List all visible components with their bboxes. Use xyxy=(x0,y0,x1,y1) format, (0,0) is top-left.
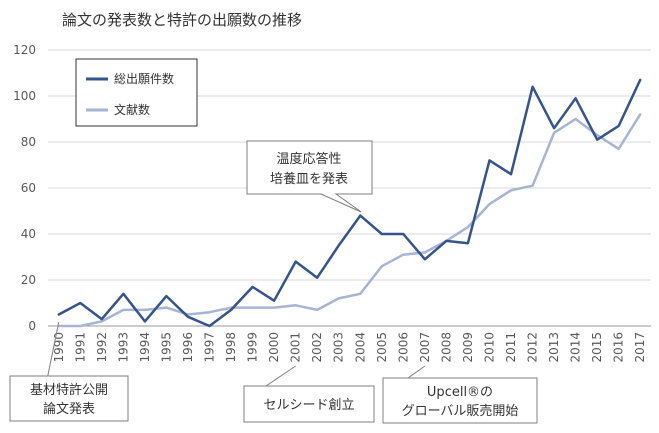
x-tick-label: 1995 xyxy=(159,332,173,363)
x-tick-label: 1996 xyxy=(181,332,195,363)
annotation-text-1990-line-1: 基材特許公開 xyxy=(30,383,108,398)
callout-text-line-2: 培養皿を発表 xyxy=(270,171,348,187)
x-tick-label: 2002 xyxy=(310,332,324,363)
x-tick-label: 2000 xyxy=(267,332,281,363)
y-axis: 0 20 40 60 80 100 120 xyxy=(13,43,36,333)
x-axis: 1990 1991 1992 1993 1994 1995 1996 1997 1998 1999… xyxy=(52,332,647,363)
x-tick-label: 2012 xyxy=(526,332,540,363)
legend-label-2: 文献数 xyxy=(114,102,150,117)
annotation-text-1990-line-2: 論文発表 xyxy=(43,401,95,417)
y-tick-label: 40 xyxy=(21,227,36,241)
x-tick-label: 1998 xyxy=(224,332,238,363)
y-tick-label: 80 xyxy=(21,135,36,149)
annotation-text-2007-line-1: Upcell®の xyxy=(427,385,493,400)
x-tick-label: 1993 xyxy=(116,332,130,363)
annotation-text-2001-line-1: セルシード創立 xyxy=(263,398,354,413)
annotation-leader xyxy=(47,321,60,377)
y-tick-label: 20 xyxy=(21,273,36,287)
x-tick-label: 2007 xyxy=(418,332,432,363)
callout-bubble xyxy=(246,140,373,213)
annotation-text-2007-line-2: グローバル販売開始 xyxy=(402,403,519,419)
x-tick-label: 2014 xyxy=(569,332,583,363)
annotation-box xyxy=(382,377,538,424)
annotation-leader xyxy=(265,365,296,387)
x-tick-label: 2003 xyxy=(332,332,346,363)
x-tick-label: 2005 xyxy=(375,332,389,363)
annotation-box xyxy=(243,385,375,423)
legend-label-1: 総出願件数 xyxy=(114,71,174,86)
x-tick-label: 1999 xyxy=(246,332,260,363)
y-tick-label: 0 xyxy=(28,319,36,333)
x-tick-label: 2001 xyxy=(289,332,303,363)
x-tick-label: 1992 xyxy=(95,332,109,363)
x-tick-label: 2013 xyxy=(547,332,561,363)
y-tick-label: 60 xyxy=(21,181,36,195)
series-lines xyxy=(57,78,642,328)
x-tick-label: 2017 xyxy=(633,332,647,363)
x-tick-label: 2016 xyxy=(612,332,626,363)
x-tick-label: 1991 xyxy=(73,332,87,363)
x-tick-label: 1994 xyxy=(138,332,152,363)
legend-box xyxy=(75,58,198,127)
x-tick-label: 1997 xyxy=(203,332,217,363)
y-tick-label: 100 xyxy=(13,89,36,103)
series-line-1 xyxy=(57,78,642,328)
y-tick-label: 120 xyxy=(13,43,36,57)
x-tick-label: 2010 xyxy=(482,332,496,363)
annotation-leader xyxy=(407,365,426,379)
x-tick-label: 2015 xyxy=(590,332,604,363)
x-tick-label: 2011 xyxy=(504,332,518,363)
x-tick-label: 2006 xyxy=(396,332,410,363)
chart-title: 論文の発表数と特許の出願数の推移 xyxy=(62,11,302,29)
x-tick-label: 2004 xyxy=(353,332,367,363)
x-tick-label: 2008 xyxy=(439,332,453,363)
callout-text-line-1: 温度応答性 xyxy=(276,151,341,167)
annotation-box xyxy=(9,375,129,422)
x-tick-label: 2009 xyxy=(461,332,475,363)
